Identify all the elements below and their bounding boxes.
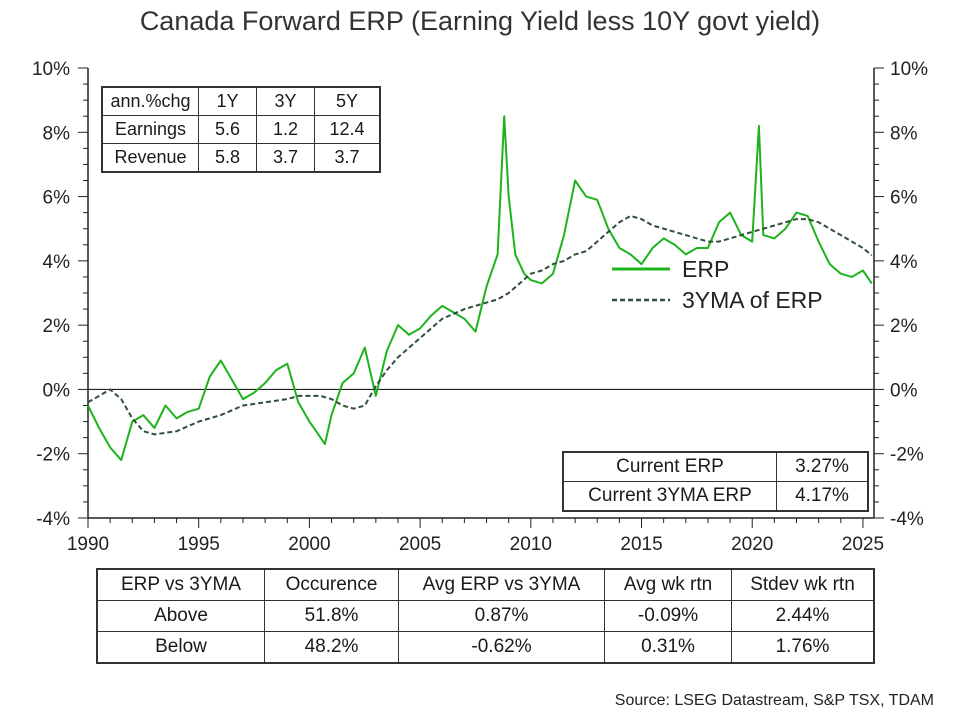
current-values-table: Current ERP 3.27% Current 3YMA ERP 4.17% <box>562 451 869 512</box>
x-tick-label: 2020 <box>731 534 773 555</box>
legend-ma-label: 3YMA of ERP <box>682 287 823 313</box>
stats-header-cell: ERP vs 3YMA <box>96 568 265 601</box>
growth-cell: 5.8 <box>198 143 257 173</box>
y-tick-label-left: 4% <box>43 252 71 273</box>
stats-header-cell: Avg wk rtn <box>604 568 732 601</box>
growth-cell: Revenue <box>101 143 199 173</box>
stats-cell: -0.62% <box>398 631 605 664</box>
y-tick-label-right: 10% <box>890 59 928 80</box>
growth-cell: 12.4 <box>314 115 381 144</box>
current-table-row: Current 3YMA ERP 4.17% <box>562 481 869 512</box>
ma-series-line <box>87 214 873 436</box>
current-table-row: Current ERP 3.27% <box>562 451 869 482</box>
legend-erp-label: ERP <box>682 256 729 282</box>
y-tick-label-left: -2% <box>36 445 70 466</box>
x-tick-label: 2005 <box>399 534 441 555</box>
y-tick-label-left: 2% <box>43 316 71 337</box>
stats-header-cell: Avg ERP vs 3YMA <box>398 568 605 601</box>
stats-cell: 1.76% <box>731 631 875 664</box>
y-tick-label-left: 10% <box>32 59 70 80</box>
stats-cell: 51.8% <box>264 600 399 632</box>
erp-series-line <box>87 115 873 462</box>
stats-table: ERP vs 3YMA Occurence Avg ERP vs 3YMA Av… <box>96 568 875 664</box>
current-value-cell: 3.27% <box>776 451 869 482</box>
stats-cell: 2.44% <box>731 600 875 632</box>
stats-cell: 48.2% <box>264 631 399 664</box>
growth-table-header: ann.%chg 1Y 3Y 5Y <box>101 86 381 116</box>
stats-table-row: Above 51.8% 0.87% -0.09% 2.44% <box>96 600 875 632</box>
growth-cell: 3.7 <box>314 143 381 173</box>
x-tick-label: 1990 <box>67 534 109 555</box>
source-note: Source: LSEG Datastream, S&P TSX, TDAM <box>614 692 934 709</box>
y-tick-label-right: 2% <box>890 316 918 337</box>
stats-cell: 0.87% <box>398 600 605 632</box>
growth-table: ann.%chg 1Y 3Y 5Y Earnings 5.6 1.2 12.4 … <box>101 86 381 173</box>
y-tick-label-right: 0% <box>890 380 918 401</box>
x-tick-label: 2015 <box>620 534 662 555</box>
x-tick-label: 2010 <box>510 534 552 555</box>
y-tick-label-right: -4% <box>890 509 924 530</box>
stats-cell: Below <box>96 631 265 664</box>
stats-header-cell: Stdev wk rtn <box>731 568 875 601</box>
growth-header-cell: 3Y <box>256 86 315 116</box>
stats-table-header: ERP vs 3YMA Occurence Avg ERP vs 3YMA Av… <box>96 568 875 601</box>
growth-table-row: Revenue 5.8 3.7 3.7 <box>101 143 381 173</box>
growth-cell: 3.7 <box>256 143 315 173</box>
growth-table-row: Earnings 5.6 1.2 12.4 <box>101 115 381 144</box>
stats-header-cell: Occurence <box>264 568 399 601</box>
y-tick-label-left: 0% <box>43 380 71 401</box>
growth-cell: 5.6 <box>198 115 257 144</box>
chart-title: Canada Forward ERP (Earning Yield less 1… <box>139 6 821 36</box>
current-value-cell: 4.17% <box>776 481 869 512</box>
growth-header-cell: 1Y <box>198 86 257 116</box>
growth-cell: 1.2 <box>256 115 315 144</box>
x-tick-label: 1995 <box>178 534 220 555</box>
stats-cell: 0.31% <box>604 631 732 664</box>
growth-cell: Earnings <box>101 115 199 144</box>
current-label-cell: Current 3YMA ERP <box>562 481 777 512</box>
y-tick-label-right: 8% <box>890 123 918 144</box>
current-label-cell: Current ERP <box>562 451 777 482</box>
y-tick-label-left: 8% <box>43 123 71 144</box>
stats-table-row: Below 48.2% -0.62% 0.31% 1.76% <box>96 631 875 664</box>
y-tick-label-right: 6% <box>890 188 918 209</box>
stats-cell: Above <box>96 600 265 632</box>
x-tick-label: 2025 <box>842 534 884 555</box>
stats-cell: -0.09% <box>604 600 732 632</box>
y-tick-label-left: 6% <box>43 188 71 209</box>
growth-header-cell: 5Y <box>314 86 381 116</box>
growth-header-cell: ann.%chg <box>101 86 199 116</box>
y-tick-label-left: -4% <box>36 509 70 530</box>
x-tick-label: 2000 <box>288 534 330 555</box>
y-tick-label-right: 4% <box>890 252 918 273</box>
y-tick-label-right: -2% <box>890 445 924 466</box>
